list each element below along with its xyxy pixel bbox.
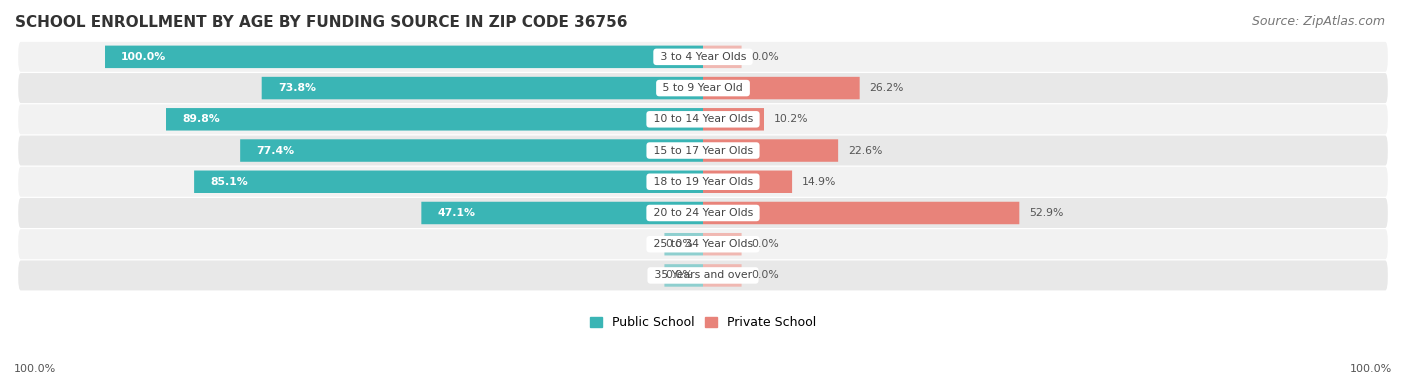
- FancyBboxPatch shape: [194, 170, 703, 193]
- FancyBboxPatch shape: [703, 108, 763, 130]
- FancyBboxPatch shape: [105, 46, 703, 68]
- Text: 18 to 19 Year Olds: 18 to 19 Year Olds: [650, 177, 756, 187]
- FancyBboxPatch shape: [18, 104, 1388, 134]
- FancyBboxPatch shape: [18, 229, 1388, 259]
- Text: 0.0%: 0.0%: [751, 52, 779, 62]
- Text: 0.0%: 0.0%: [665, 239, 693, 249]
- FancyBboxPatch shape: [665, 264, 703, 287]
- FancyBboxPatch shape: [18, 260, 1388, 290]
- Text: 100.0%: 100.0%: [121, 52, 166, 62]
- Text: 85.1%: 85.1%: [209, 177, 247, 187]
- Text: 10 to 14 Year Olds: 10 to 14 Year Olds: [650, 114, 756, 124]
- Text: SCHOOL ENROLLMENT BY AGE BY FUNDING SOURCE IN ZIP CODE 36756: SCHOOL ENROLLMENT BY AGE BY FUNDING SOUR…: [15, 15, 627, 30]
- Text: 35 Years and over: 35 Years and over: [651, 270, 755, 280]
- FancyBboxPatch shape: [665, 233, 703, 256]
- FancyBboxPatch shape: [422, 202, 703, 224]
- FancyBboxPatch shape: [703, 77, 859, 99]
- Text: 20 to 24 Year Olds: 20 to 24 Year Olds: [650, 208, 756, 218]
- Text: 10.2%: 10.2%: [773, 114, 808, 124]
- FancyBboxPatch shape: [18, 136, 1388, 166]
- FancyBboxPatch shape: [703, 139, 838, 162]
- FancyBboxPatch shape: [262, 77, 703, 99]
- Text: 89.8%: 89.8%: [183, 114, 219, 124]
- FancyBboxPatch shape: [703, 202, 1019, 224]
- Text: 100.0%: 100.0%: [1350, 364, 1392, 374]
- FancyBboxPatch shape: [703, 46, 741, 68]
- Text: 3 to 4 Year Olds: 3 to 4 Year Olds: [657, 52, 749, 62]
- Text: Source: ZipAtlas.com: Source: ZipAtlas.com: [1251, 15, 1385, 28]
- Text: 15 to 17 Year Olds: 15 to 17 Year Olds: [650, 146, 756, 155]
- Text: 0.0%: 0.0%: [665, 270, 693, 280]
- Text: 5 to 9 Year Old: 5 to 9 Year Old: [659, 83, 747, 93]
- Text: 14.9%: 14.9%: [801, 177, 837, 187]
- Text: 47.1%: 47.1%: [437, 208, 475, 218]
- Text: 0.0%: 0.0%: [751, 270, 779, 280]
- Text: 77.4%: 77.4%: [256, 146, 294, 155]
- Text: 73.8%: 73.8%: [278, 83, 316, 93]
- Text: 22.6%: 22.6%: [848, 146, 882, 155]
- Text: 26.2%: 26.2%: [869, 83, 904, 93]
- FancyBboxPatch shape: [18, 198, 1388, 228]
- FancyBboxPatch shape: [240, 139, 703, 162]
- FancyBboxPatch shape: [18, 73, 1388, 103]
- Text: 25 to 34 Year Olds: 25 to 34 Year Olds: [650, 239, 756, 249]
- FancyBboxPatch shape: [703, 170, 792, 193]
- FancyBboxPatch shape: [18, 42, 1388, 72]
- Text: 0.0%: 0.0%: [751, 239, 779, 249]
- Text: 100.0%: 100.0%: [14, 364, 56, 374]
- Text: 52.9%: 52.9%: [1029, 208, 1063, 218]
- Legend: Public School, Private School: Public School, Private School: [585, 311, 821, 334]
- FancyBboxPatch shape: [18, 167, 1388, 197]
- FancyBboxPatch shape: [166, 108, 703, 130]
- FancyBboxPatch shape: [703, 264, 741, 287]
- FancyBboxPatch shape: [703, 233, 741, 256]
